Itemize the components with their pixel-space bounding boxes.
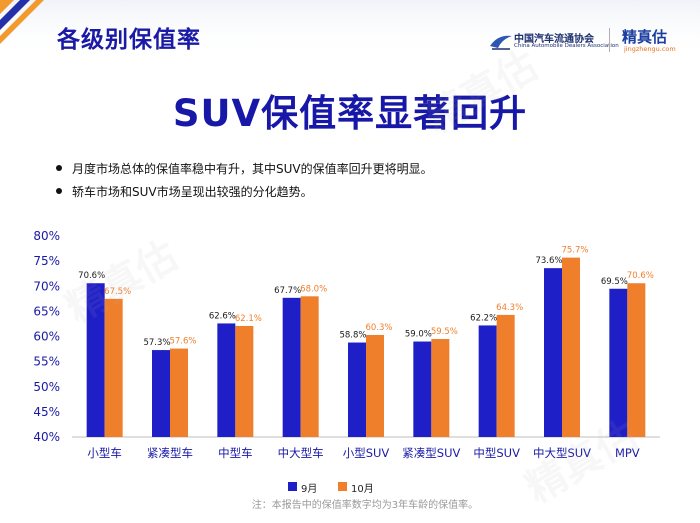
x-tick-label: 中大型车 [278, 446, 324, 460]
data-label: 69.5% [601, 277, 628, 287]
x-tick-label: MPV [615, 446, 640, 460]
data-label: 70.6% [627, 271, 654, 281]
data-label: 70.6% [78, 271, 105, 281]
data-label: 59.0% [405, 330, 432, 340]
bullet-dot [56, 188, 62, 194]
bar [366, 334, 384, 437]
cada-logo-icon [490, 35, 512, 50]
bar [431, 339, 450, 437]
legend-label: 9月 [301, 484, 318, 495]
y-tick-label: 70% [33, 279, 60, 293]
x-tick-label: 小型车 [87, 446, 122, 460]
data-label: 59.5% [431, 327, 458, 337]
bar [544, 268, 562, 437]
logo-divider [609, 28, 610, 52]
bullet-dot [56, 165, 62, 171]
bar [152, 350, 170, 437]
bar [217, 323, 236, 437]
bar [627, 283, 646, 437]
bullet-text: 轿车市场和SUV市场呈现出较强的分化趋势。 [72, 185, 313, 199]
bar [496, 314, 515, 437]
data-label: 57.3% [143, 338, 170, 348]
jzg-logo-text: 精真估 [622, 28, 668, 46]
header-background [0, 0, 700, 58]
data-label: 73.6% [535, 256, 562, 266]
legend-label: 10月 [351, 484, 374, 495]
y-tick-label: 45% [33, 405, 60, 419]
data-label: 58.8% [339, 331, 366, 341]
y-tick-label: 50% [33, 380, 60, 394]
data-label: 62.2% [470, 313, 497, 323]
data-label: 67.7% [274, 286, 301, 296]
data-label: 75.7% [561, 246, 588, 256]
y-tick-label: 80% [33, 229, 60, 243]
x-tick-label: 中大型SUV [533, 446, 591, 460]
bar [478, 325, 497, 437]
data-label: 60.3% [365, 323, 392, 333]
x-tick-label: 小型SUV [343, 446, 390, 460]
bar [282, 297, 301, 437]
y-tick-label: 55% [33, 355, 60, 369]
cada-logo: 中国汽车流通协会 China Automobile Dealers Associ… [488, 28, 619, 54]
x-tick-label: 中型车 [218, 446, 253, 460]
footnote: 注：本报告中的保值率数字均为3年车龄的保值率。 [251, 500, 479, 511]
cada-logo-subtext: China Automobile Dealers Association [514, 43, 619, 49]
x-tick-label: 中型SUV [473, 446, 520, 460]
cada-logo-text: 中国汽车流通协会 [514, 34, 594, 45]
corner-stripes [0, 0, 44, 44]
y-tick-label: 65% [33, 304, 60, 318]
bar [562, 257, 580, 437]
jzg-logo-url: jingzhengu.com [624, 45, 676, 53]
bar [86, 283, 105, 437]
y-tick-label: 75% [33, 254, 60, 268]
bar [104, 298, 123, 437]
y-tick-label: 40% [33, 430, 60, 444]
x-tick-label: 紧凑型SUV [402, 446, 460, 460]
data-label: 62.6% [209, 311, 236, 321]
data-label: 68.0% [300, 284, 327, 294]
legend-swatch [338, 482, 347, 491]
section-title: 各级别保值率 [57, 27, 201, 53]
bar [348, 342, 366, 437]
legend-swatch [288, 482, 297, 491]
headline: SUV保值率显著回升 [172, 92, 528, 135]
x-tick-label: 紧凑型车 [147, 446, 193, 460]
data-label: 64.3% [496, 303, 523, 313]
bar [235, 325, 254, 437]
data-label: 57.6% [169, 337, 196, 347]
data-label: 67.5% [104, 287, 131, 297]
bar [300, 296, 319, 437]
y-tick-label: 60% [33, 330, 60, 344]
bullet-text: 月度市场总体的保值率稳中有升，其中SUV的保值率回升更将明显。 [72, 162, 433, 176]
data-label: 62.1% [235, 314, 262, 324]
bar-chart: 40% 45% 50% 55% 60% 65% 70% 75% 80% 70.6% 67.5% 小型车… [33, 229, 660, 460]
bar [170, 348, 188, 437]
bar [413, 341, 432, 437]
bar [609, 288, 628, 437]
